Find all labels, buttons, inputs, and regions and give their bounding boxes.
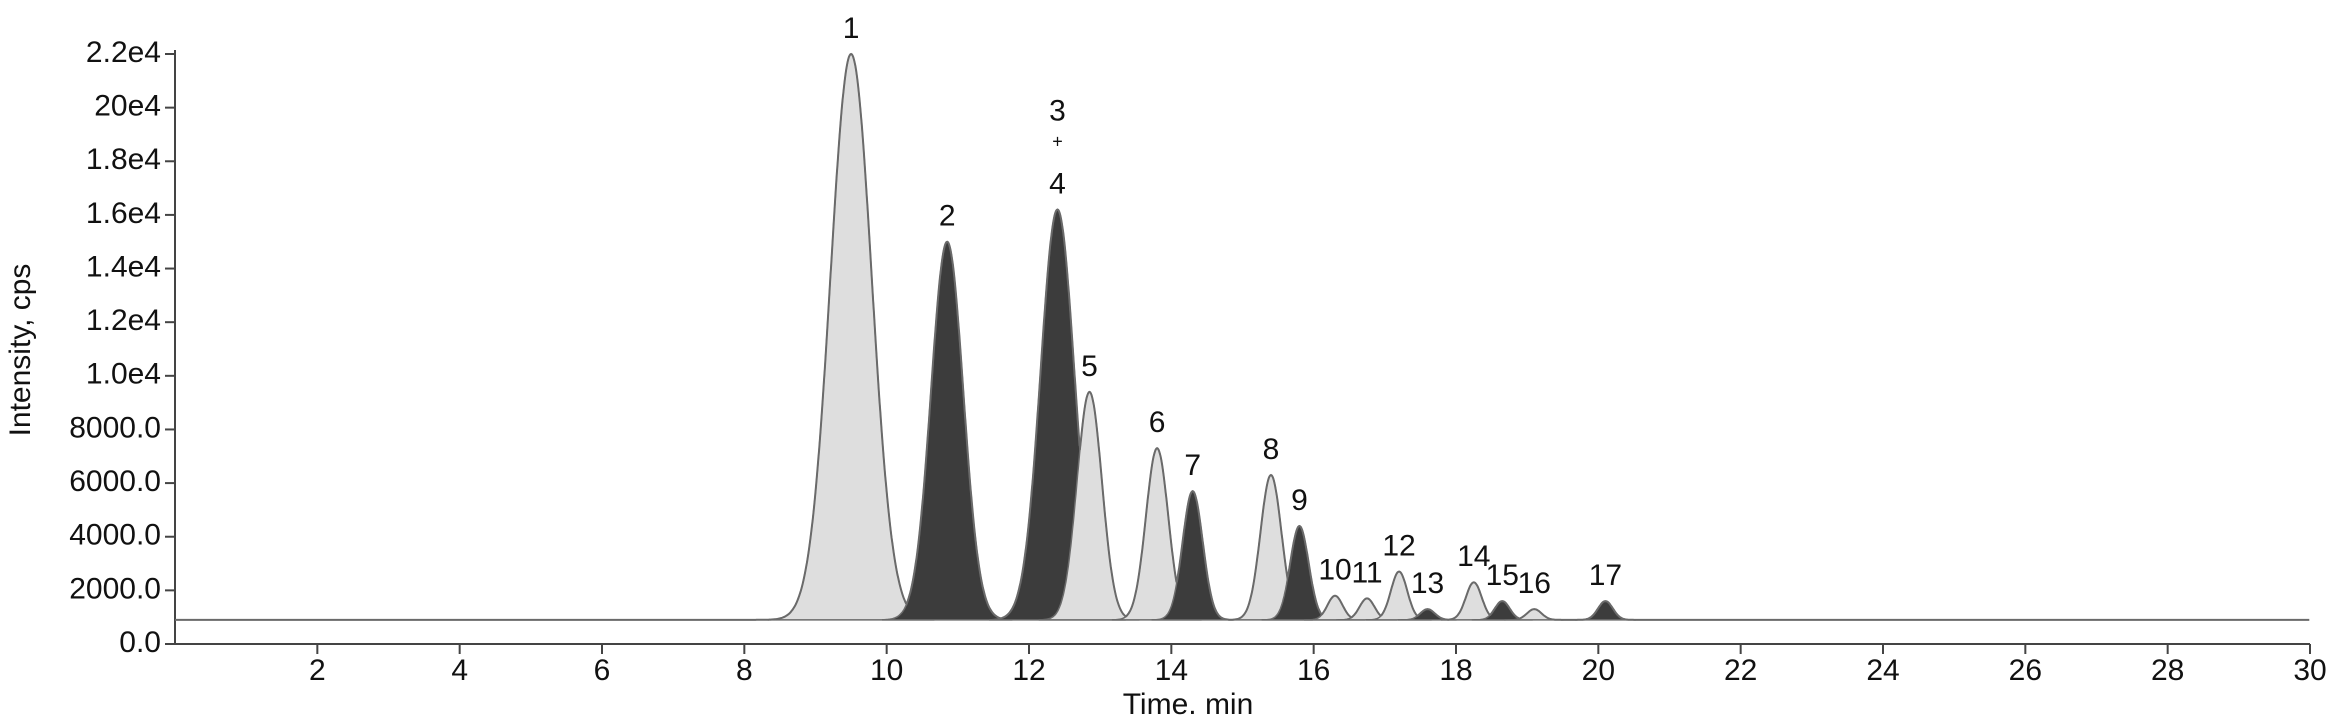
x-tick-label: 20 — [1582, 654, 1615, 687]
x-tick-label: 16 — [1297, 654, 1330, 687]
x-tick-label: 22 — [1724, 654, 1757, 687]
x-tick-label: 18 — [1439, 654, 1472, 687]
peak-label: 11 — [1351, 556, 1382, 589]
y-tick-label: 1.2e4 — [86, 304, 161, 337]
x-tick-label: 4 — [451, 654, 468, 687]
x-tick-label: 26 — [2009, 654, 2042, 687]
x-axis-label: Time. min — [1123, 688, 1254, 721]
peak-label: 16 — [1518, 567, 1551, 600]
y-tick-label: 1.8e4 — [86, 143, 161, 176]
peak-label: 13 — [1411, 567, 1444, 600]
x-tick-label: 14 — [1155, 654, 1188, 687]
peak-label: 4 — [1049, 167, 1066, 200]
x-tick-label: 28 — [2151, 654, 2184, 687]
x-tick-label: 10 — [870, 654, 903, 687]
peak — [1574, 600, 1636, 621]
peak-label: 6 — [1149, 406, 1166, 439]
peak — [881, 240, 1013, 621]
y-tick-label: 1.4e4 — [86, 250, 161, 283]
peak-label: 10 — [1318, 554, 1351, 587]
x-tick-label: 8 — [736, 654, 753, 687]
y-tick-label: 4000.0 — [69, 519, 161, 552]
x-tick-label: 12 — [1012, 654, 1045, 687]
peak-label: 2 — [939, 200, 956, 233]
y-tick-label: 1.0e4 — [86, 358, 161, 391]
x-tick-label: 24 — [1866, 654, 1899, 687]
peak-label: 17 — [1589, 559, 1622, 592]
y-tick-label: 0.0 — [119, 626, 161, 659]
y-tick-label: 2000.0 — [69, 572, 161, 605]
peak-label: 5 — [1081, 350, 1098, 383]
peak-label: 12 — [1382, 530, 1415, 563]
peak-label: 9 — [1291, 484, 1308, 517]
peak-label: 8 — [1263, 433, 1280, 466]
peak-label: 3 — [1049, 94, 1066, 127]
x-tick-label: 30 — [2293, 654, 2326, 687]
y-tick-label: 8000.0 — [69, 411, 161, 444]
trace — [175, 52, 2310, 621]
peak-label: 7 — [1184, 449, 1201, 482]
y-tick-label: 6000.0 — [69, 465, 161, 498]
peak-label: 1 — [843, 12, 860, 45]
x-tick-label: 2 — [309, 654, 326, 687]
y-tick-label: 2.2e4 — [86, 36, 161, 69]
peak-label: 14 — [1457, 540, 1490, 573]
peak-marker: + — [1052, 131, 1063, 151]
peak — [767, 53, 935, 621]
peak-label: 15 — [1486, 559, 1519, 592]
y-tick-label: 1.6e4 — [86, 197, 161, 230]
x-tick-label: 6 — [594, 654, 611, 687]
y-axis-label: Intensity, cps — [4, 264, 37, 437]
y-tick-label: 20e4 — [94, 90, 161, 123]
